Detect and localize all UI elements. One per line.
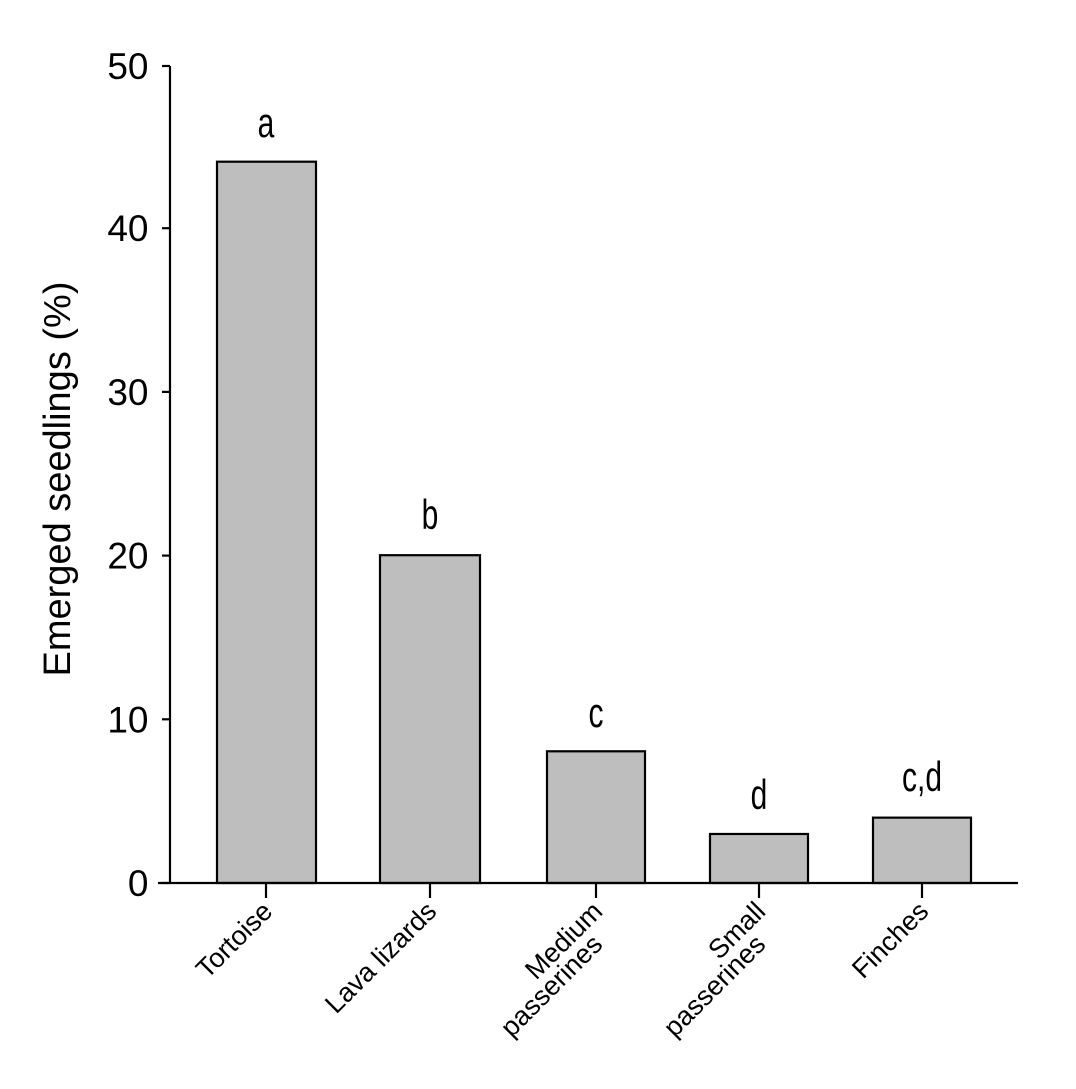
svg-text:Finches: Finches: [846, 896, 934, 984]
svg-text:0: 0: [128, 863, 149, 904]
svg-text:a: a: [258, 99, 275, 146]
svg-text:Tortoise: Tortoise: [190, 896, 278, 984]
svg-text:b: b: [422, 491, 439, 538]
svg-text:c: c: [588, 689, 603, 736]
svg-text:c,d: c,d: [902, 753, 942, 800]
svg-text:30: 30: [107, 372, 148, 413]
svg-text:Emerged seedlings (%): Emerged seedlings (%): [37, 282, 79, 677]
svg-text:Lava lizards: Lava lizards: [319, 896, 442, 1019]
svg-text:d: d: [751, 771, 768, 818]
svg-text:20: 20: [107, 536, 148, 577]
svg-text:10: 10: [107, 699, 148, 740]
svg-text:50: 50: [107, 46, 148, 87]
svg-text:40: 40: [107, 208, 148, 249]
